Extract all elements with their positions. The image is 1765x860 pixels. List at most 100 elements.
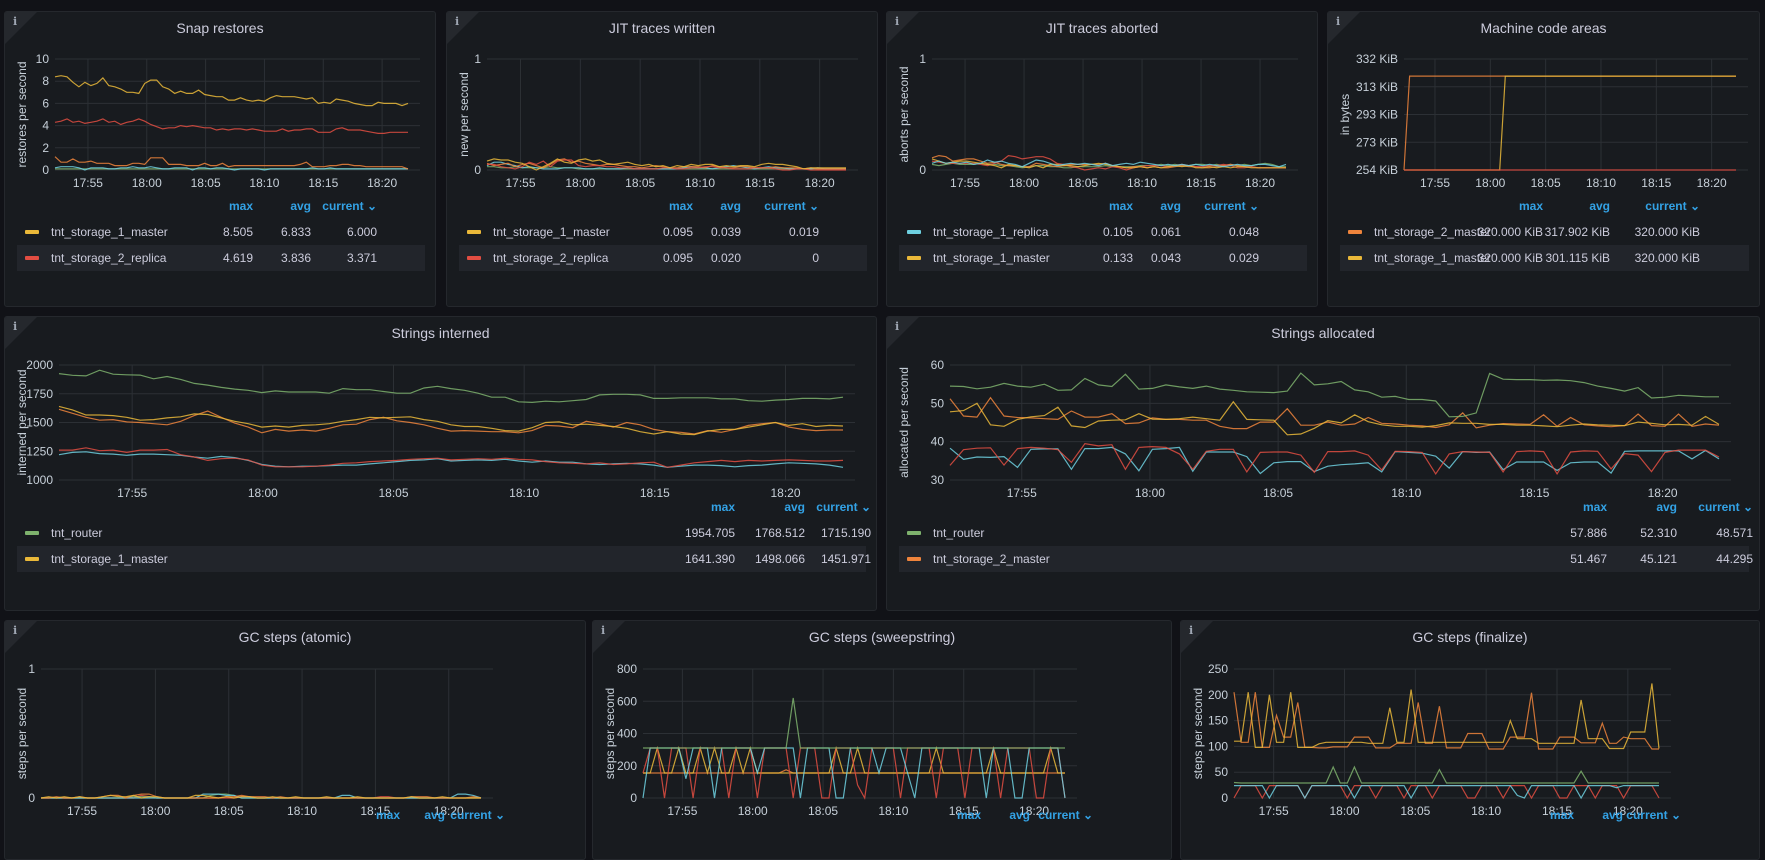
legend-color-swatch[interactable] — [907, 531, 921, 535]
legend-row[interactable]: tnt_storage_2_replica 4.619 3.836 3.371 — [17, 245, 425, 271]
panel-info-corner[interactable] — [1328, 12, 1360, 44]
legend-color-swatch[interactable] — [907, 557, 921, 561]
info-icon[interactable]: i — [1336, 15, 1341, 28]
legend-series-name[interactable]: tnt_storage_1_master — [493, 225, 610, 239]
legend-color-swatch[interactable] — [907, 256, 921, 260]
series-line-tnt-storage-2-master[interactable] — [949, 396, 1720, 430]
panel-title[interactable]: GC steps (sweepstring) — [808, 629, 956, 645]
series-line-tnt-router[interactable] — [643, 697, 1065, 749]
legend-row[interactable]: tnt_storage_1_master 8.505 6.833 6.000 — [17, 219, 425, 245]
legend-series-name[interactable]: tnt_storage_2_replica — [493, 251, 609, 265]
info-icon[interactable]: i — [895, 15, 900, 28]
series-line-tnt-storage-1-master[interactable] — [1234, 683, 1660, 750]
legend-header-max[interactable]: max — [668, 199, 693, 213]
legend-series-name[interactable]: tnt_storage_1_replica — [933, 225, 1049, 239]
info-icon[interactable]: i — [13, 320, 18, 333]
panel-title[interactable]: GC steps (atomic) — [238, 629, 352, 645]
legend-header-current[interactable]: current ⌄ — [450, 808, 505, 822]
legend-series-name[interactable]: tnt_router — [51, 526, 103, 540]
panel-title[interactable]: Machine code areas — [1480, 20, 1607, 36]
legend-series-name[interactable]: tnt_storage_2_master — [933, 552, 1050, 566]
panel-info-corner[interactable] — [5, 317, 37, 349]
legend-header-avg[interactable]: avg — [784, 500, 805, 514]
info-icon[interactable]: i — [601, 624, 606, 637]
series-line-tnt-storage-1-master[interactable] — [486, 158, 846, 171]
series-line-tnt-storage-2-replica[interactable] — [949, 442, 1720, 476]
legend-header-current[interactable]: current ⌄ — [322, 199, 377, 213]
legend-color-swatch[interactable] — [907, 230, 921, 234]
legend-header-avg[interactable]: avg — [1602, 808, 1623, 822]
panel-title[interactable]: Snap restores — [176, 20, 264, 36]
panel-info-corner[interactable] — [887, 317, 919, 349]
legend-row[interactable]: tnt_storage_1_master 320.000 KiB 301.115 K… — [1340, 245, 1749, 271]
info-icon[interactable]: i — [13, 624, 18, 637]
series-line-tnt-storage-1-master[interactable] — [949, 400, 1720, 436]
series-line-tnt-storage-1-master[interactable] — [1404, 75, 1736, 171]
legend-header-max[interactable]: max — [956, 808, 981, 822]
legend-color-swatch[interactable] — [25, 531, 39, 535]
series-line-tnt-storage-1-replica[interactable] — [54, 166, 408, 171]
series-line-tnt-storage-1-master[interactable] — [54, 75, 409, 107]
legend-header-max[interactable]: max — [1549, 808, 1574, 822]
info-icon[interactable]: i — [13, 15, 18, 28]
series-line-tnt-storage-2-master[interactable] — [58, 408, 843, 435]
legend-header-max[interactable]: max — [375, 808, 400, 822]
legend-series-name[interactable]: tnt_storage_1_master — [1374, 251, 1491, 265]
legend-color-swatch[interactable] — [467, 230, 481, 234]
info-icon[interactable]: i — [1189, 624, 1194, 637]
legend-header-max[interactable]: max — [1582, 500, 1607, 514]
panel-title[interactable]: Strings interned — [391, 325, 490, 341]
legend-header-max[interactable]: max — [1108, 199, 1133, 213]
panel-info-corner[interactable] — [5, 621, 37, 653]
panel-title[interactable]: JIT traces aborted — [1045, 20, 1159, 36]
legend-header-current[interactable]: current ⌄ — [1698, 500, 1753, 514]
legend-color-swatch[interactable] — [25, 256, 39, 260]
series-line-tnt-storage-2-master[interactable] — [643, 769, 1065, 774]
legend-series-name[interactable]: tnt_storage_2_replica — [51, 251, 167, 265]
legend-header-avg[interactable]: avg — [1160, 199, 1181, 213]
legend-header-max[interactable]: max — [1518, 199, 1543, 213]
panel-title[interactable]: Strings allocated — [1271, 325, 1375, 341]
legend-row[interactable]: tnt_storage_1_master 0.133 0.043 0.029 — [899, 245, 1307, 271]
series-line-tnt-storage-2-replica[interactable] — [1233, 785, 1660, 800]
legend-series-name[interactable]: tnt_storage_1_master — [933, 251, 1050, 265]
legend-header-current[interactable]: current ⌄ — [1038, 808, 1093, 822]
series-line-tnt-storage-2-replica[interactable] — [59, 447, 844, 468]
panel-info-corner[interactable] — [5, 12, 37, 44]
series-line-tnt-storage-1-master[interactable] — [58, 405, 844, 436]
legend-header-current[interactable]: current ⌄ — [1204, 199, 1259, 213]
panel-info-corner[interactable] — [887, 12, 919, 44]
panel-info-corner[interactable] — [593, 621, 625, 653]
series-line-tnt-storage-1-replica[interactable] — [1234, 785, 1659, 800]
series-line-tnt-router[interactable] — [58, 369, 844, 404]
legend-row[interactable]: tnt_storage_2_master 320.000 KiB 317.902 K… — [1340, 219, 1749, 245]
legend-header-max[interactable]: max — [710, 500, 735, 514]
series-line-tnt-storage-2-replica[interactable] — [487, 159, 846, 171]
legend-row[interactable]: tnt_storage_1_master 0.095 0.039 0.019 — [459, 219, 867, 245]
legend-series-name[interactable]: tnt_router — [933, 526, 985, 540]
legend-header-avg[interactable]: avg — [1009, 808, 1030, 822]
legend-series-name[interactable]: tnt_storage_1_master — [51, 225, 168, 239]
legend-header-current[interactable]: current ⌄ — [1645, 199, 1700, 213]
legend-header-avg[interactable]: avg — [290, 199, 311, 213]
legend-color-swatch[interactable] — [1348, 256, 1362, 260]
legend-header-avg[interactable]: avg — [1656, 500, 1677, 514]
legend-header-current[interactable]: current ⌄ — [1626, 808, 1681, 822]
legend-series-name[interactable]: tnt_storage_1_master — [51, 552, 168, 566]
info-icon[interactable]: i — [895, 320, 900, 333]
legend-series-name[interactable]: tnt_storage_2_master — [1374, 225, 1491, 239]
legend-row[interactable]: tnt_storage_1_master 1641.390 1498.066 1451… — [17, 546, 871, 572]
legend-color-swatch[interactable] — [467, 256, 481, 260]
panel-title[interactable]: GC steps (finalize) — [1412, 629, 1528, 645]
legend-header-avg[interactable]: avg — [1589, 199, 1610, 213]
legend-header-max[interactable]: max — [228, 199, 253, 213]
series-line-tnt-storage-1-replica[interactable] — [949, 446, 1720, 475]
series-line-tnt-storage-2-master[interactable] — [1403, 75, 1736, 171]
legend-row[interactable]: tnt_storage_2_master 51.467 45.121 44.295 — [899, 546, 1753, 572]
legend-row[interactable]: tnt_router 1954.705 1768.512 1715.190 — [17, 520, 871, 546]
legend-row[interactable]: tnt_storage_1_replica 0.105 0.061 0.048 — [899, 219, 1307, 245]
legend-color-swatch[interactable] — [25, 230, 39, 234]
legend-header-current[interactable]: current ⌄ — [764, 199, 819, 213]
legend-row[interactable]: tnt_storage_2_replica 0.095 0.020 0 — [459, 245, 867, 271]
legend-color-swatch[interactable] — [25, 557, 39, 561]
